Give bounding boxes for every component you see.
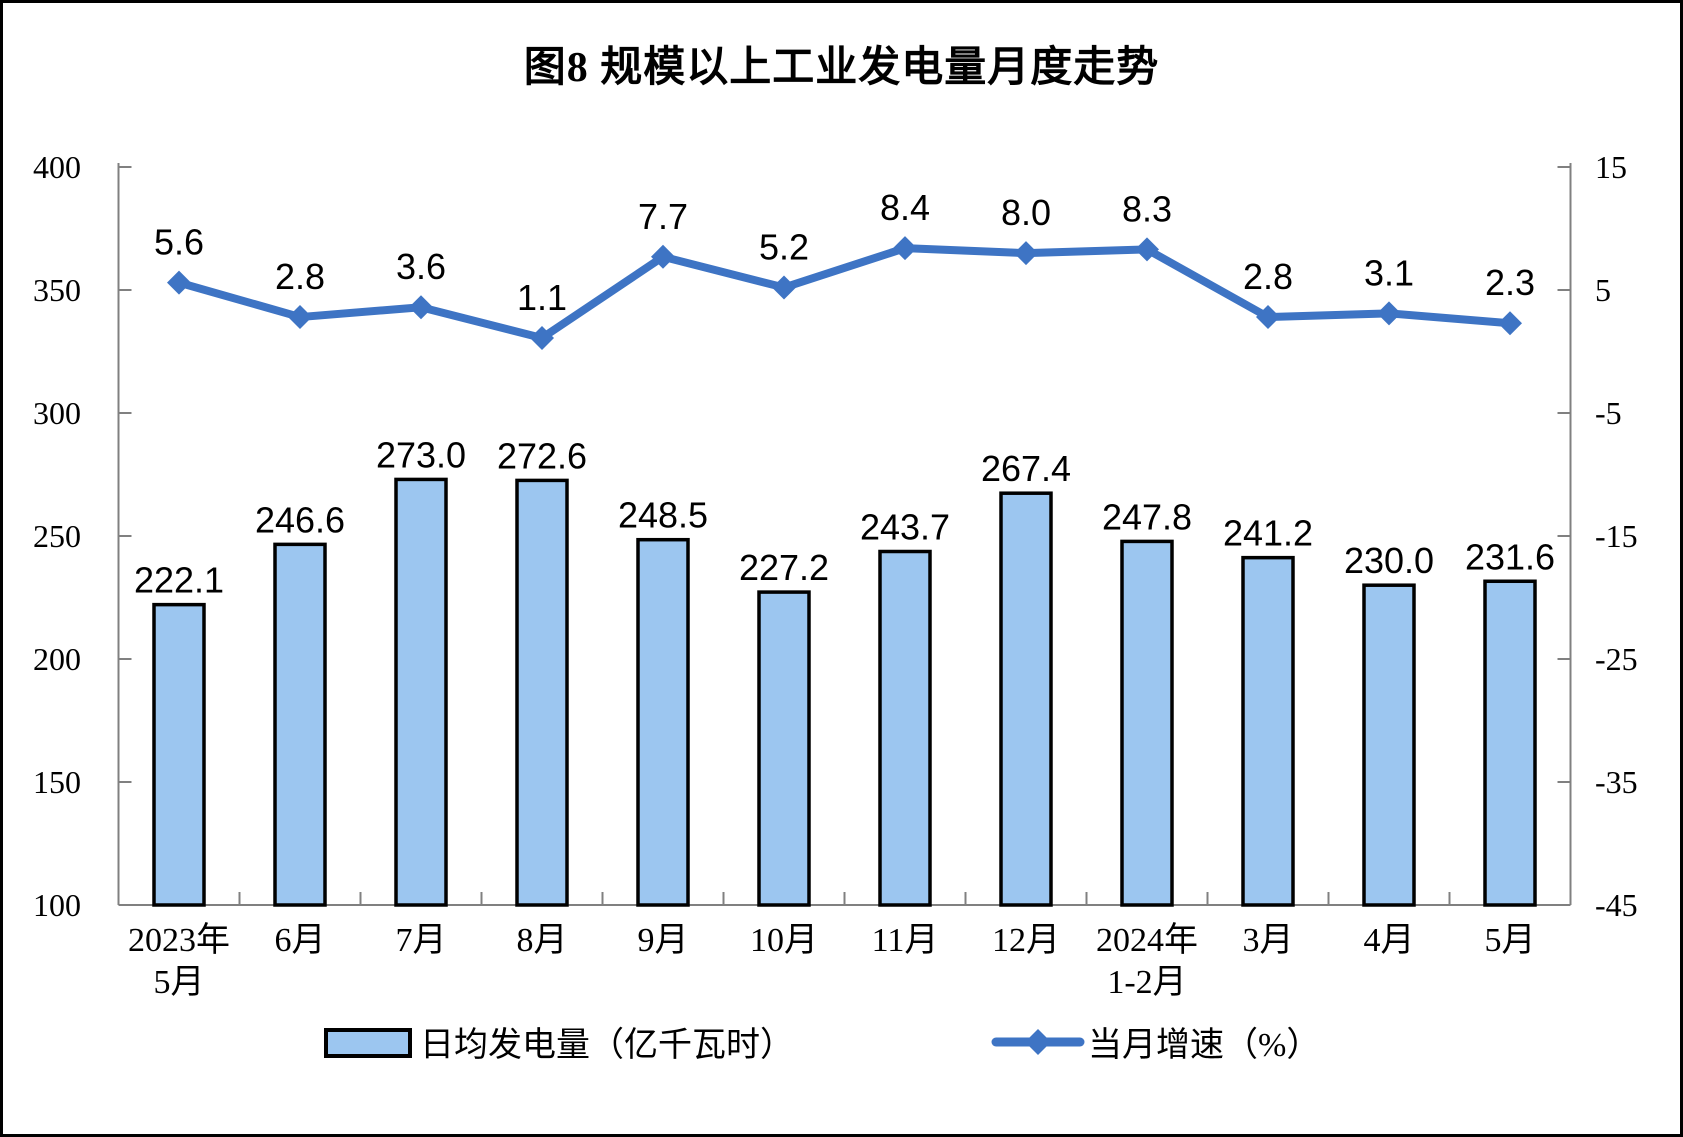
legend-bar-swatch xyxy=(324,1028,412,1058)
y-axis-left-tick-label: 100 xyxy=(33,887,81,923)
y-axis-right-tick-label: 15 xyxy=(1595,149,1627,185)
line-marker xyxy=(288,305,312,330)
line-marker xyxy=(1135,237,1159,262)
line-marker xyxy=(1256,305,1280,330)
bar-value-label: 272.6 xyxy=(497,435,587,476)
y-axis-right-tick-label: -35 xyxy=(1595,764,1638,800)
x-axis-label: 8月 xyxy=(517,922,568,959)
y-axis-right-tick-label: -15 xyxy=(1595,518,1638,554)
line-value-label: 8.3 xyxy=(1122,188,1172,229)
y-axis-left-tick-label: 300 xyxy=(33,395,81,431)
line-marker xyxy=(1377,301,1401,326)
x-axis-label: 11月 xyxy=(872,922,939,959)
line-marker xyxy=(1014,241,1038,266)
y-axis-right-tick-label: 5 xyxy=(1595,272,1611,308)
line-value-label: 5.6 xyxy=(154,222,204,263)
y-axis-right-tick-label: -25 xyxy=(1595,641,1638,677)
y-axis-left-tick-label: 150 xyxy=(33,764,81,800)
bar xyxy=(878,549,932,907)
line-value-label: 8.0 xyxy=(1001,192,1051,233)
legend-bar-label: 日均发电量（亿千瓦时） xyxy=(420,1026,794,1064)
y-axis-right-tick-label: -45 xyxy=(1595,887,1638,923)
bar xyxy=(636,537,690,907)
bar xyxy=(1120,539,1174,907)
bar xyxy=(1483,579,1537,907)
x-axis-label: 9月 xyxy=(638,922,689,959)
y-axis-left-tick-label: 250 xyxy=(33,518,81,554)
y-axis-right-tick-label: -5 xyxy=(1595,395,1622,431)
line-marker xyxy=(772,275,796,300)
x-axis-label: 2024年 xyxy=(1096,921,1198,959)
chart-title: 图8 规模以上工业发电量月度走势 xyxy=(523,45,1160,91)
line-value-label: 2.8 xyxy=(1243,256,1293,297)
bar-value-label: 267.4 xyxy=(981,448,1071,489)
bar xyxy=(394,477,448,907)
bar-value-label: 243.7 xyxy=(860,506,950,547)
line-value-label: 2.8 xyxy=(275,256,325,297)
x-axis-label: 6月 xyxy=(275,922,326,959)
bar xyxy=(273,542,327,907)
x-axis-label: 7月 xyxy=(396,922,447,959)
x-axis-label: 5月 xyxy=(1485,922,1536,959)
y-axis-left-tick-label: 400 xyxy=(33,149,81,185)
line-value-label: 3.1 xyxy=(1364,252,1414,293)
x-axis-label: 4月 xyxy=(1364,922,1415,959)
bar-value-label: 222.1 xyxy=(134,560,224,601)
bar-value-label: 247.8 xyxy=(1102,496,1192,537)
bar-value-label: 231.6 xyxy=(1465,536,1555,577)
x-axis-label: 3月 xyxy=(1243,922,1294,959)
growth-line xyxy=(175,244,1514,342)
bar xyxy=(1241,555,1295,907)
chart-canvas: 400 350 300 250 200 150 100 15 5 -5 -15 -25 -35 -45 20… xyxy=(33,149,1638,1064)
legend-line-label: 当月增速（%） xyxy=(1088,1026,1320,1064)
x-axis-label: 1-2月 xyxy=(1107,964,1186,1001)
line-marker xyxy=(893,236,917,261)
line-value-label: 5.2 xyxy=(759,227,809,268)
x-axis-label: 2023年 xyxy=(128,921,230,959)
y-axis-left-tick-label: 350 xyxy=(33,272,81,308)
line-value-label: 3.6 xyxy=(396,246,446,287)
bar-value-label: 273.0 xyxy=(376,434,466,475)
y-axis-left-tick-label: 200 xyxy=(33,641,81,677)
bar-value-label: 241.2 xyxy=(1223,513,1313,554)
line-marker xyxy=(1498,311,1522,336)
bar xyxy=(999,491,1053,907)
x-axis-label: 5月 xyxy=(154,964,205,1001)
bar-value-label: 246.6 xyxy=(255,499,345,540)
legend-line-marker xyxy=(1025,1029,1051,1055)
x-axis-label: 10月 xyxy=(750,922,818,959)
line-value-label: 2.3 xyxy=(1485,262,1535,303)
bar-value-label: 248.5 xyxy=(618,495,708,536)
line-marker xyxy=(409,295,433,320)
bar xyxy=(515,478,569,907)
bar xyxy=(1362,583,1416,907)
line-marker xyxy=(530,325,554,350)
line-value-label: 1.1 xyxy=(517,277,567,318)
bar xyxy=(757,590,811,907)
line-value-label: 7.7 xyxy=(638,196,688,237)
line-value-label: 8.4 xyxy=(880,187,930,228)
bar-value-label: 227.2 xyxy=(739,547,829,588)
x-axis-label: 12月 xyxy=(992,922,1060,959)
line-marker xyxy=(167,270,191,295)
bar xyxy=(152,602,206,907)
line-marker xyxy=(651,244,675,269)
bar-value-label: 230.0 xyxy=(1344,540,1434,581)
